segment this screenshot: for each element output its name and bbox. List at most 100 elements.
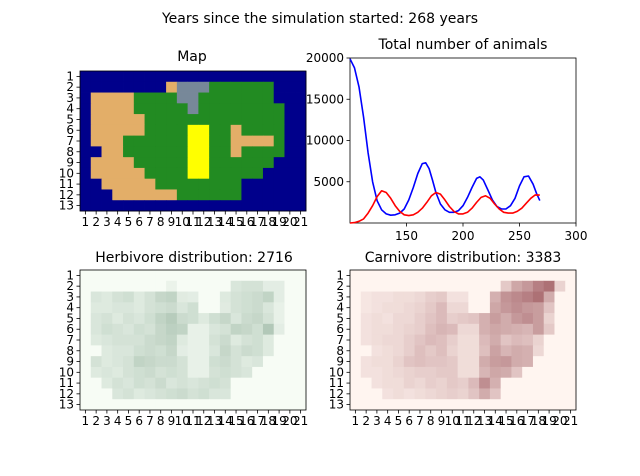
carnivore-cell	[350, 323, 362, 336]
herbivore-cell	[219, 323, 232, 336]
map-cell-water	[209, 200, 221, 212]
x-tick-label: 4	[114, 414, 122, 428]
carnivore-cell	[565, 356, 577, 368]
herbivore-cell	[198, 388, 210, 400]
population-axes: 150 200 250 300 5000 10000 15000 20000	[306, 51, 588, 243]
x-tick-label: 20	[282, 414, 297, 428]
herbivore-cell	[176, 388, 189, 400]
y-tick-label: 7	[66, 134, 74, 148]
map-cell-lowland	[252, 157, 264, 169]
map-cell-lowland	[252, 92, 264, 104]
y-tick-label: 11	[59, 376, 74, 390]
herbivore-cell	[112, 345, 124, 357]
carnivore-cell	[425, 302, 437, 314]
carnivore-cell	[425, 270, 437, 282]
carnivore-cell	[371, 399, 383, 411]
map-cell-lowland	[209, 103, 221, 115]
herbivore-cell	[133, 334, 145, 346]
carnivore-cell	[436, 291, 448, 303]
map-cell-water	[273, 189, 285, 201]
map-cell-desert	[112, 146, 124, 158]
carnivore-cell	[532, 377, 545, 389]
herbivore-cell	[241, 334, 253, 346]
herbivore-cell	[252, 377, 264, 389]
carnivore-cell	[393, 399, 405, 411]
carnivore-cell	[350, 366, 362, 379]
map-cell-lowland	[230, 114, 242, 126]
x-tick-label: 5	[395, 414, 403, 428]
herbivore-cell	[80, 323, 92, 336]
herbivore-cell	[241, 399, 253, 411]
map-cell-lowland	[252, 167, 264, 180]
map-cell-lowland	[144, 135, 156, 147]
carnivore-cell	[446, 388, 459, 400]
carnivore-cell	[543, 334, 555, 346]
carnivore-cell	[522, 291, 534, 303]
map-cell-lowland	[166, 157, 178, 169]
carnivore-cell	[403, 302, 415, 314]
carnivore-cell	[468, 313, 480, 325]
herbivore-cell	[176, 270, 189, 282]
herbivore-cell	[144, 388, 156, 400]
carnivore-cell	[511, 377, 523, 389]
map-cell-water	[284, 103, 296, 115]
map-cell-lowland	[219, 103, 232, 115]
map-cell-water	[101, 71, 113, 83]
map-cell-selected	[198, 146, 210, 158]
carnivore-cell	[382, 366, 394, 379]
herbivore-cell	[284, 313, 296, 325]
herbivore-cell	[262, 399, 275, 411]
map-cell-lowland	[241, 146, 253, 158]
herbivore-cell	[176, 334, 189, 346]
map-cell-desert	[101, 146, 113, 158]
carnivore-cell	[403, 334, 415, 346]
map-cell-lowland	[133, 135, 145, 147]
x-tick-label: 21	[563, 414, 578, 428]
map-cell-water	[80, 167, 92, 180]
carnivore-cell	[393, 388, 405, 400]
herbivore-cell	[80, 302, 92, 314]
map-cell-lowland	[219, 92, 232, 104]
carnivore-cell	[425, 388, 437, 400]
herbivore-cell	[230, 388, 242, 400]
carnivore-cell	[446, 270, 459, 282]
map-cell-highland	[176, 81, 189, 93]
map-cell-water	[80, 92, 92, 104]
carnivore-cell	[532, 366, 545, 379]
x-tick-label: 11	[455, 414, 470, 428]
carnivore-cell	[511, 399, 523, 411]
x-tick-label: 4	[384, 414, 392, 428]
herbivore-cell	[166, 345, 178, 357]
carnivore-cell	[371, 270, 383, 282]
herbivore-cell	[273, 302, 285, 314]
herbivore-cell	[219, 270, 232, 282]
map-cell-water	[80, 157, 92, 169]
carnivore-cell	[382, 291, 394, 303]
herbivore-cell	[101, 399, 113, 411]
map-cell-desert	[101, 167, 113, 180]
x-tick-label: 7	[146, 215, 154, 229]
map-cell-desert	[241, 135, 253, 147]
map-cell-desert	[133, 167, 145, 180]
carnivore-cell	[500, 313, 512, 325]
carnivore-cell	[371, 377, 383, 389]
herbivore-cell	[209, 334, 221, 346]
carnivore-cell	[382, 356, 394, 368]
y-tick-label: 13	[329, 398, 344, 412]
herbivore-cell	[273, 356, 285, 368]
x-tick-label: 10	[445, 414, 460, 428]
herbivore-cell	[230, 356, 242, 368]
herbivore-cell	[112, 302, 124, 314]
map-cell-lowland	[187, 114, 199, 126]
herbivore-cell	[209, 313, 221, 325]
map-cell-lowland	[252, 114, 264, 126]
herbivore-cell	[295, 313, 307, 325]
x-tick-label: 16	[509, 414, 524, 428]
herbivore-cell	[166, 323, 178, 336]
carnivore-cell	[371, 323, 383, 336]
carnivore-cell	[532, 280, 545, 292]
herbivore-cell	[284, 323, 296, 336]
carnivore-cell	[393, 366, 405, 379]
herbivore-cell	[133, 356, 145, 368]
map-cell-desert	[123, 167, 135, 180]
